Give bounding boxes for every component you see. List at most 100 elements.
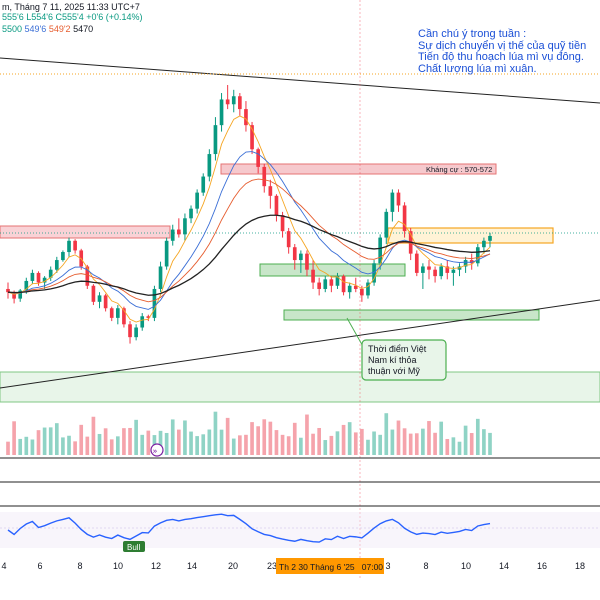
candle-body [445, 266, 450, 273]
candle-body [299, 253, 303, 261]
x-tick-label: 20 [228, 561, 238, 571]
candle-body [433, 269, 437, 277]
candle-body [122, 308, 126, 325]
candle-body [128, 324, 132, 338]
volume-bar [219, 429, 224, 455]
x-tick-label: 14 [187, 561, 197, 571]
candle-body [262, 166, 267, 187]
volume-bar [451, 437, 456, 455]
volume-bar [85, 436, 90, 455]
candle-body [305, 253, 309, 270]
ma-value-3: 5470 [73, 24, 94, 34]
candle-body [414, 253, 419, 273]
candle-body [177, 229, 181, 235]
event-marker-glyph: » [153, 447, 158, 456]
candle-body [396, 192, 401, 206]
candle-body [341, 276, 346, 293]
callout-line-1: Thời điểm Việt [368, 344, 427, 354]
candle-body [97, 295, 102, 302]
candle-body [427, 266, 431, 270]
candle-body [323, 279, 328, 289]
candle-body [439, 266, 444, 277]
volume-bar [195, 436, 199, 455]
volume-bar [158, 430, 163, 455]
candle-body [469, 260, 474, 264]
volume-bar [109, 439, 114, 455]
support-zone-mid [259, 263, 406, 277]
candle-body [360, 288, 364, 296]
volume-bars [6, 411, 492, 455]
candle-body [329, 279, 334, 286]
candle-body [475, 247, 480, 264]
candle-body [201, 176, 206, 193]
rsi-line [7, 513, 491, 543]
rsi-band [0, 512, 600, 548]
candle-body [250, 125, 254, 150]
notes-item-3: Chất lượng lúa mì xuân. [418, 62, 537, 75]
volume-bar [372, 431, 376, 455]
volume-bar [286, 436, 291, 455]
ohlc-low: L554'6 [26, 12, 54, 22]
candle-body [67, 240, 71, 253]
candle-body [30, 272, 35, 281]
volume-bar [408, 433, 413, 455]
resistance-label: Kháng cự : 570-572 [426, 165, 492, 174]
candle-body [134, 327, 138, 338]
candlesticks [6, 85, 492, 344]
x-tick-label: 16 [537, 561, 547, 571]
x-tick-label: 23 [267, 561, 277, 571]
volume-bar [183, 420, 187, 455]
ohlc-change: +0'6 (+0.14%) [86, 12, 143, 22]
candle-body [195, 192, 199, 209]
candle-body [61, 252, 65, 261]
candle-body [183, 218, 187, 235]
volume-bar [250, 422, 254, 455]
candle-body [488, 235, 492, 241]
volume-bar [6, 441, 10, 455]
candle-body [335, 276, 340, 286]
candle-body [109, 308, 114, 318]
volume-bar [164, 432, 169, 455]
ohlc-close: C555'4 [55, 12, 84, 22]
volume-bar [122, 428, 126, 455]
volume-bar [48, 427, 53, 455]
volume-bar [341, 424, 346, 455]
volume-bar [378, 434, 383, 455]
chart-header: m, Tháng 7 11, 2025 11:33 UTC+7 555'6 L5… [0, 0, 600, 48]
candle-body [378, 237, 383, 264]
volume-bar [146, 430, 151, 455]
candle-body [353, 285, 358, 289]
volume-bar [347, 422, 352, 455]
candle-body [268, 186, 273, 196]
volume-bar [189, 431, 193, 455]
volume-bar [61, 437, 65, 455]
volume-bar [384, 413, 389, 455]
header-ma-values: 5500 549'6 549'2 5470 [2, 24, 93, 34]
event-marker-icon[interactable] [150, 443, 164, 457]
candle-body [311, 269, 315, 283]
bull-badge [123, 541, 145, 552]
candle-body [421, 266, 425, 273]
candle-body [48, 269, 53, 278]
candle-body [207, 154, 212, 177]
volume-bar [268, 421, 273, 455]
candle-body [6, 288, 10, 293]
volume-bar [329, 435, 334, 455]
candle-body [390, 192, 395, 212]
candle-body [24, 280, 29, 291]
volume-bar [439, 421, 444, 455]
volume-bar [231, 438, 236, 455]
x-tick-label: 8 [423, 561, 428, 571]
volume-bar [213, 411, 218, 455]
volume-bar [140, 434, 145, 455]
volume-bar [305, 414, 309, 455]
volume-bar [73, 441, 77, 455]
ohlc-high: 555'6 [2, 12, 24, 22]
upper-trendline [0, 57, 600, 104]
x-tick-label: 3 [385, 561, 390, 571]
volume-bar [115, 436, 120, 455]
supply-zone-left [0, 225, 171, 239]
candle-body [12, 292, 16, 299]
volume-bar [238, 435, 242, 455]
